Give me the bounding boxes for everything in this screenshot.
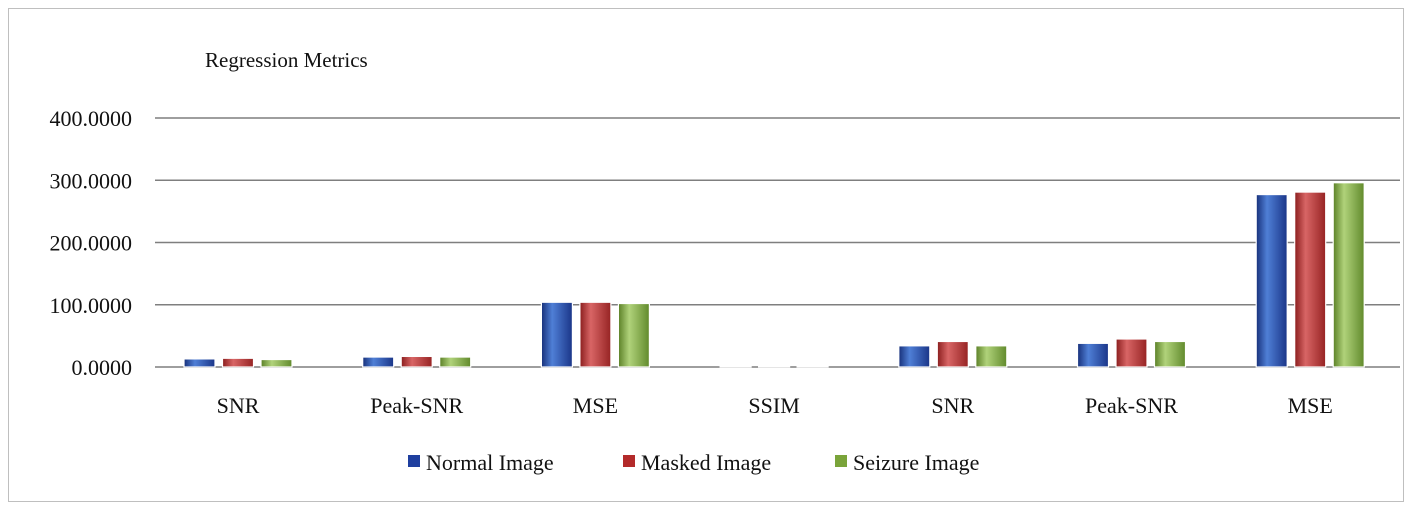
- bar-masked-image: [757, 365, 791, 368]
- x-category-label: SNR: [931, 393, 974, 418]
- x-category-label: MSE: [1288, 393, 1333, 418]
- legend: Normal Image Masked Image Seizure Image: [408, 450, 979, 475]
- bar-seizure-image: [439, 356, 472, 368]
- bar-normal-image: [1076, 342, 1110, 368]
- x-category-label: SNR: [217, 393, 260, 418]
- legend-label: Masked Image: [641, 450, 771, 475]
- legend-swatch: [623, 455, 635, 467]
- legend-item: Normal Image: [408, 450, 554, 475]
- bar-seizure-image: [975, 345, 1008, 368]
- y-tick-label: 400.0000: [50, 106, 133, 131]
- legend-swatch: [408, 455, 420, 467]
- bar-normal-image: [183, 358, 216, 368]
- y-tick-label: 100.0000: [50, 293, 133, 318]
- legend-label: Normal Image: [426, 450, 554, 475]
- x-category-label: SSIM: [748, 393, 799, 418]
- bar-seizure-image: [1153, 340, 1187, 368]
- legend-label: Seizure Image: [853, 450, 979, 475]
- bar-masked-image: [400, 355, 433, 368]
- bar-normal-image: [1255, 193, 1288, 368]
- gridlines: [155, 117, 1400, 368]
- chart-frame: [8, 8, 1404, 502]
- bar-seizure-image: [1332, 182, 1365, 368]
- chart-title: Regression Metrics: [205, 48, 368, 72]
- legend-item: Seizure Image: [835, 450, 979, 475]
- bar-masked-image: [579, 301, 612, 368]
- x-category-label: Peak-SNR: [370, 393, 463, 418]
- bar-masked-image: [1294, 191, 1327, 368]
- y-tick-labels: 0.0000 100.0000 200.0000 300.0000 400.0000: [50, 106, 133, 380]
- bar-seizure-image: [260, 358, 293, 368]
- y-tick-label: 200.0000: [50, 231, 133, 256]
- x-category-label: MSE: [573, 393, 618, 418]
- bar-seizure-image: [796, 365, 829, 368]
- legend-item: Masked Image: [623, 450, 771, 475]
- legend-swatch: [835, 455, 847, 467]
- bars: [183, 182, 1365, 368]
- bar-normal-image: [719, 365, 752, 368]
- bar-masked-image: [936, 340, 969, 368]
- bar-normal-image: [540, 301, 574, 368]
- bar-normal-image: [362, 356, 395, 368]
- y-tick-label: 300.0000: [50, 168, 133, 193]
- bar-masked-image: [221, 357, 255, 368]
- x-category-label: Peak-SNR: [1085, 393, 1178, 418]
- bar-seizure-image: [617, 302, 651, 368]
- bar-masked-image: [1115, 338, 1148, 368]
- x-category-labels: SNR Peak-SNR MSE SSIM SNR Peak-SNR MSE: [217, 393, 1333, 418]
- bar-normal-image: [898, 345, 931, 368]
- y-tick-label: 0.0000: [72, 355, 133, 380]
